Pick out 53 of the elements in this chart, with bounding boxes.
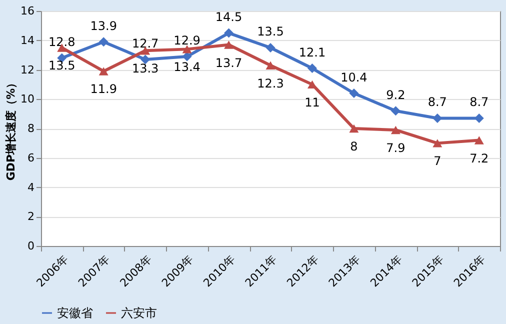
data-label: 14.5 <box>215 10 242 24</box>
point <box>474 136 484 144</box>
point <box>307 64 317 74</box>
point <box>266 42 276 52</box>
y-tick-label: 14 <box>20 34 34 47</box>
data-label: 12.9 <box>174 34 200 48</box>
data-label: 12.1 <box>298 45 326 60</box>
data-label: 8.7 <box>470 95 489 110</box>
point <box>182 52 192 62</box>
y-axis-title: GDP增长速度（%） <box>4 77 18 181</box>
data-label: 7.2 <box>470 151 489 166</box>
data-label: 13.4 <box>174 60 200 74</box>
data-label: 8 <box>350 140 358 154</box>
data-label: 13.7 <box>215 56 242 70</box>
data-label: 10.4 <box>340 70 368 84</box>
data-label: 12.8 <box>48 35 76 49</box>
point <box>307 80 317 89</box>
data-label: 13.5 <box>257 24 284 39</box>
point <box>390 106 400 116</box>
data-label: 12.7 <box>132 36 159 50</box>
point <box>98 37 108 47</box>
point <box>98 67 108 76</box>
y-tick-label: 16 <box>20 4 34 18</box>
data-label: 7.9 <box>386 140 406 155</box>
data-label: 13.3 <box>132 62 159 76</box>
y-tick-label: 12 <box>20 63 34 76</box>
data-label: 13.5 <box>48 58 76 73</box>
y-tick-label: 8 <box>28 122 34 135</box>
data-label: 8.7 <box>428 95 447 110</box>
y-tick-label: 4 <box>28 180 34 194</box>
point <box>432 113 442 123</box>
data-label: 11.9 <box>90 82 117 96</box>
data-label: 9.2 <box>386 88 406 102</box>
legend-label: 安徽省 <box>57 306 93 320</box>
y-tick-label: 0 <box>28 240 34 252</box>
legend-label: 六安市 <box>121 306 157 320</box>
data-label: 7 <box>434 154 442 168</box>
point <box>140 54 150 64</box>
point <box>349 88 359 98</box>
y-tick-label: 2 <box>28 210 34 224</box>
point <box>224 28 234 38</box>
point <box>266 61 276 70</box>
point <box>390 126 400 134</box>
data-label: 11 <box>304 95 320 110</box>
point <box>224 40 234 49</box>
data-label: 12.3 <box>257 76 284 90</box>
y-tick-label: 10 <box>20 92 34 106</box>
point <box>349 124 359 133</box>
point <box>474 113 484 123</box>
y-tick-label: 6 <box>28 151 34 164</box>
point <box>182 45 192 54</box>
point <box>432 139 442 148</box>
data-label: 13.9 <box>90 18 117 33</box>
